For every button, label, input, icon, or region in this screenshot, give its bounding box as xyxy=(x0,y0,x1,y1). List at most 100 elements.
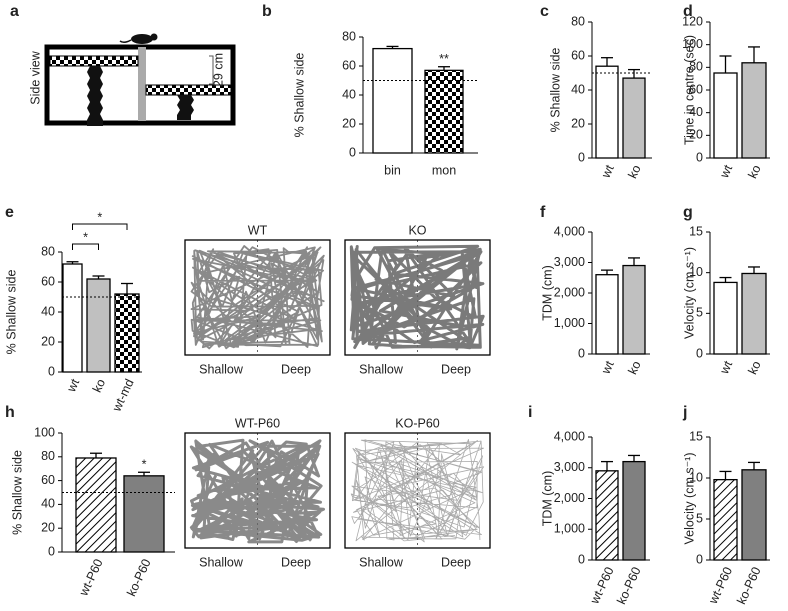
y-tick-label: 40 xyxy=(41,497,55,511)
y-tick-label: 60 xyxy=(41,473,55,487)
shallow-platform xyxy=(49,55,139,67)
bar-panel: d 0 20 40 60 80 100 120 Time in centre (sec) wt ko xyxy=(682,3,770,181)
y-tick-label: 5 xyxy=(696,306,703,320)
bar xyxy=(75,457,117,553)
y-tick-label: 80 xyxy=(41,244,55,258)
y-tick-label: 0 xyxy=(349,145,356,159)
y-tick-label: 60 xyxy=(689,82,703,96)
y-tick-label: 20 xyxy=(342,116,356,130)
zone-label: Shallow xyxy=(199,555,244,569)
y-tick-label: 1,000 xyxy=(554,522,585,536)
zone-label: Deep xyxy=(281,555,311,569)
zone-label: Deep xyxy=(281,362,311,376)
bar xyxy=(713,281,738,355)
track-title: KO xyxy=(408,223,426,237)
arena xyxy=(184,239,331,356)
significance: * xyxy=(97,210,102,224)
panel-letter: h xyxy=(5,404,15,421)
track-panel: KO Shallow Deep xyxy=(344,223,491,376)
arena xyxy=(184,432,331,549)
y-tick-label: 60 xyxy=(41,274,55,288)
panel-letter: d xyxy=(683,3,693,20)
bar xyxy=(424,69,464,154)
bar xyxy=(622,264,646,355)
y-tick-label: 3,000 xyxy=(554,255,585,269)
y-tick-label: 1,000 xyxy=(554,316,585,330)
y-tick-label: 40 xyxy=(342,87,356,101)
x-tick-label: ko-P60 xyxy=(734,565,763,607)
y-tick-label: 4,000 xyxy=(554,429,585,443)
y-axis-label: % Shallow side xyxy=(292,53,306,138)
y-tick-label: 10 xyxy=(689,265,703,279)
y-tick-label: 80 xyxy=(571,14,585,28)
x-tick-label: mon xyxy=(432,163,456,177)
mouse xyxy=(131,34,153,44)
divider xyxy=(138,47,146,121)
y-tick-label: 2,000 xyxy=(554,491,585,505)
bar-panel: g 0 5 10 15 Velocity (cm s⁻¹) wt ko xyxy=(682,204,770,377)
bar xyxy=(713,72,738,159)
track-path xyxy=(190,245,325,350)
x-tick-label: wt xyxy=(64,376,83,395)
y-tick-label: 15 xyxy=(689,224,703,238)
y-tick-label: 40 xyxy=(571,82,585,96)
x-tick-label: ko xyxy=(745,163,763,181)
x-tick-label: wt-P60 xyxy=(76,557,106,599)
bar xyxy=(62,263,83,373)
y-tick-label: 0 xyxy=(48,364,55,378)
arena xyxy=(344,239,491,356)
bar-panel: e 0 20 40 60 80 % Shallow side wt ko wt-md * * xyxy=(4,204,142,414)
y-tick-label: 100 xyxy=(682,37,703,51)
x-tick-label: wt xyxy=(598,358,617,377)
x-tick-label: wt-P60 xyxy=(706,565,736,607)
y-axis-label: % Shallow side xyxy=(10,450,24,535)
x-tick-label: ko xyxy=(625,163,643,181)
significance-bracket xyxy=(72,223,128,230)
zone-label: Shallow xyxy=(359,555,404,569)
y-tick-label: 5 xyxy=(696,511,703,525)
apparatus-diagram: a Side view 29 cm xyxy=(10,3,236,126)
arena xyxy=(344,432,491,549)
track-panel: WT Shallow Deep xyxy=(184,223,331,376)
bar xyxy=(86,278,111,373)
significance-bracket xyxy=(72,243,99,250)
y-axis-label: % Shallow side xyxy=(548,48,562,133)
panel-letter: a xyxy=(10,3,19,20)
track-path xyxy=(350,438,485,543)
x-tick-label: wt xyxy=(717,162,736,181)
x-tick-label: wt-md xyxy=(109,377,137,415)
significance: * xyxy=(142,458,147,472)
track-panel: WT-P60 Shallow Deep xyxy=(184,416,331,569)
mouse-head xyxy=(150,33,158,41)
x-tick-label: wt xyxy=(598,162,617,181)
panel-letter: c xyxy=(540,3,549,20)
track-title: WT-P60 xyxy=(235,416,280,430)
panel-letter: b xyxy=(262,3,272,20)
y-tick-label: 0 xyxy=(578,150,585,164)
y-tick-label: 60 xyxy=(571,48,585,62)
scale-bar xyxy=(209,55,214,85)
zone-label: Deep xyxy=(441,362,471,376)
bar xyxy=(741,469,767,561)
track-title: WT xyxy=(248,223,268,237)
bar xyxy=(741,62,767,159)
side-label: Side view xyxy=(28,50,42,104)
x-tick-label: ko-P60 xyxy=(614,565,643,607)
bar xyxy=(595,470,619,561)
deep-post xyxy=(177,95,194,120)
panel-letter: j xyxy=(682,404,687,421)
mouse-tail xyxy=(119,39,132,44)
bar xyxy=(595,274,619,355)
x-tick-label: bin xyxy=(384,163,401,177)
y-tick-label: 0 xyxy=(696,150,703,164)
y-tick-label: 120 xyxy=(682,14,703,28)
significance: * xyxy=(83,230,88,244)
track-panel: KO-P60 Shallow Deep xyxy=(344,416,491,569)
zone-label: Shallow xyxy=(199,362,244,376)
y-tick-label: 0 xyxy=(48,544,55,558)
y-tick-label: 20 xyxy=(571,116,585,130)
zone-label: Deep xyxy=(441,555,471,569)
y-tick-label: 3,000 xyxy=(554,460,585,474)
y-axis-label: TDM (cm) xyxy=(540,471,554,527)
